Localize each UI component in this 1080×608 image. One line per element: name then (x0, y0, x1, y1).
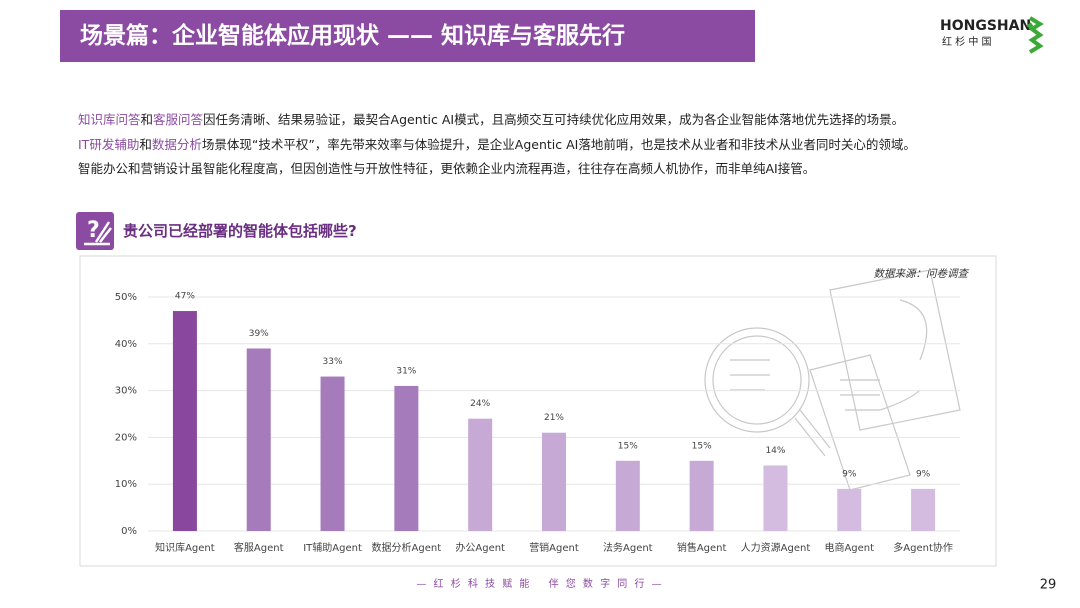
x-tick-label: 营销Agent (529, 541, 579, 554)
paragraph-text: 和 (140, 112, 154, 127)
paragraph-text: 因任务清晰、结果易验证，最契合Agentic AI模式，且高频交互可持续优化应用… (203, 112, 905, 127)
header-title: 场景篇：企业智能体应用现状 —— 知识库与客服先行 (60, 10, 755, 62)
paragraph-text: 和 (139, 136, 152, 152)
value-label: 9% (842, 469, 857, 479)
value-label: 14% (765, 446, 785, 456)
value-label: 39% (249, 329, 269, 339)
value-label: 24% (470, 399, 490, 409)
bar (689, 460, 714, 531)
value-label: 47% (175, 292, 195, 302)
logo-name: HONGSHAN (940, 18, 1031, 34)
x-tick-label: 人力资源Agent (741, 541, 811, 554)
bar (320, 376, 345, 531)
bar (172, 311, 197, 531)
x-tick-label: 客服Agent (234, 541, 284, 554)
page-number: 29 (1040, 578, 1057, 593)
x-tick-label: 办公Agent (455, 541, 505, 554)
x-tick-label: 销售Agent (677, 541, 727, 554)
bar (837, 488, 862, 531)
question-icon: ? (76, 212, 114, 250)
x-tick-label: 数据分析Agent (372, 541, 442, 554)
bar (468, 418, 493, 531)
bar (394, 385, 419, 531)
paragraph-text: IT研发辅助 (78, 136, 140, 152)
value-label: 9% (916, 469, 931, 479)
paragraph-text: 智能办公和营销设计虽智能化程度高，但因创造性与开放性特征，更依赖企业内流程再造，… (78, 161, 816, 176)
svg-text:?: ? (87, 218, 100, 243)
paragraph-text: 场景体现“技术平权”，率先带来效率与体验提升，是企业Agentic AI落地前哨… (201, 136, 916, 152)
bar (615, 460, 640, 531)
paragraph: 智能办公和营销设计虽智能化程度高，但因创造性与开放性特征，更依赖企业内流程再造，… (78, 158, 815, 177)
x-tick-label: 电商Agent (824, 541, 874, 554)
illustration (704, 269, 961, 491)
bar (542, 432, 566, 531)
chart-frame (79, 255, 997, 567)
x-tick-label: 多Agent协作 (893, 541, 953, 554)
x-tick-label: IT辅助Agent (303, 541, 362, 554)
logo: HONGSHAN 红 杉 中 国 (940, 16, 1044, 54)
paragraph: 知识库问答和客服问答因任务清晰、结果易验证，最契合Agentic AI模式，且高… (78, 109, 904, 128)
logo-sub: 红 杉 中 国 (942, 35, 992, 48)
paragraph: IT研发辅助和数据分析场景体现“技术平权”，率先带来效率与体验提升，是企业Age… (78, 134, 916, 153)
y-tick-label: 20% (115, 432, 137, 443)
x-tick-label: 知识库Agent (155, 541, 215, 554)
source: 数据来源：问卷调查 (874, 268, 970, 280)
footer: — 红 杉 科 技 赋 能 伴 您 数 字 同 行 — (416, 577, 663, 590)
y-tick-label: 0% (121, 526, 137, 537)
y-tick-label: 40% (115, 339, 137, 350)
y-tick-label: 50% (115, 292, 137, 303)
value-label: 31% (396, 366, 416, 376)
bar (763, 465, 788, 531)
value-label: 21% (544, 413, 564, 423)
y-tick-label: 30% (115, 386, 137, 397)
paragraph-text: 数据分析 (151, 136, 202, 152)
value-label: 33% (323, 357, 343, 367)
paragraph-text: 客服问答 (153, 112, 204, 127)
paragraph-text: 知识库问答 (78, 112, 141, 127)
bar (246, 348, 271, 531)
x-tick-label: 法务Agent (603, 541, 653, 554)
value-label: 15% (618, 441, 638, 451)
logo-icon (1026, 16, 1044, 54)
value-label: 15% (692, 441, 712, 451)
y-tick-label: 10% (115, 479, 137, 490)
bar (911, 488, 936, 531)
question-title: 贵公司已经部署的智能体包括哪些? (123, 222, 357, 240)
